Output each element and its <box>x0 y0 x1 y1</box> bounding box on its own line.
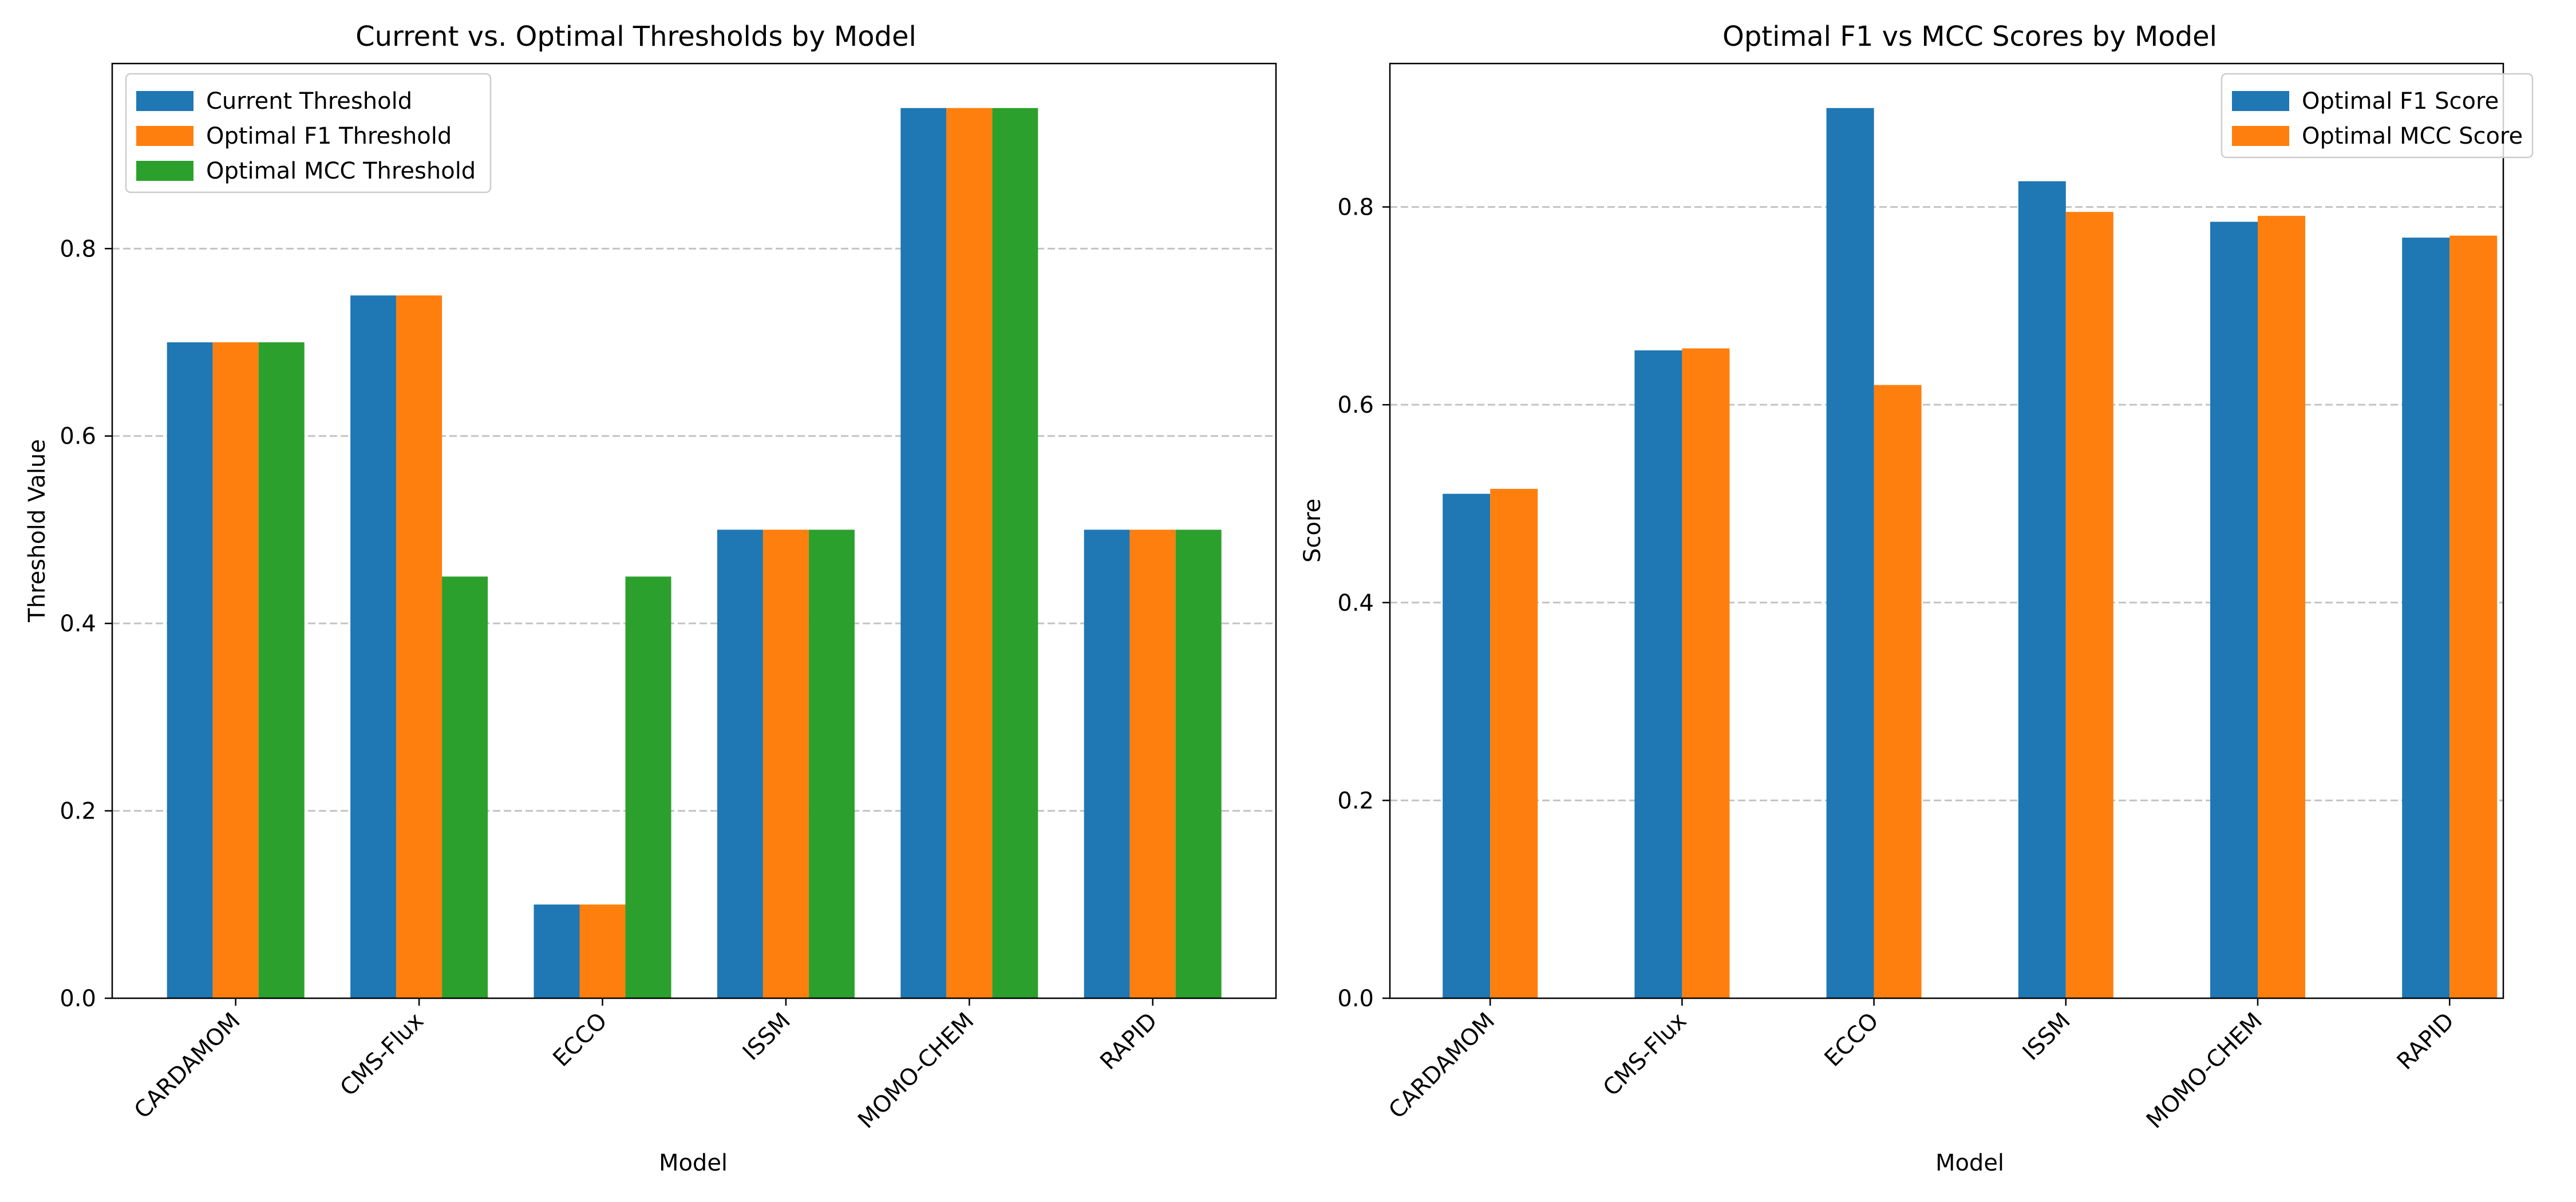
score-chart-legend-swatch-optimal-mcc-score <box>2232 126 2289 146</box>
score-chart-bar-rapid-optimal-mcc-score <box>2449 235 2498 999</box>
score-chart-bar-cms-flux-optimal-mcc-score <box>1682 348 1730 998</box>
threshold-chart-bar-ecco-optimal-mcc-threshold <box>625 576 671 998</box>
score-chart-x-axis-label: Model <box>1935 1150 2004 1176</box>
score-chart-bar-ecco-optimal-f1-score <box>1826 108 1874 998</box>
threshold-chart-bar-issm-optimal-f1-threshold <box>762 529 809 998</box>
score-chart-bar-rapid-optimal-f1-score <box>2402 238 2450 998</box>
threshold-chart-bar-rapid-current-threshold <box>1084 529 1130 998</box>
threshold-chart-bar-rapid-optimal-f1-threshold <box>1129 529 1176 998</box>
threshold-chart-legend-box <box>125 73 492 193</box>
threshold-chart-bar-issm-optimal-mcc-threshold <box>808 529 855 998</box>
threshold-chart-bar-momo-chem-current-threshold <box>900 108 947 998</box>
threshold-chart-bar-cardamom-optimal-f1-threshold <box>212 342 259 998</box>
score-chart-plot-frame <box>1389 62 2504 999</box>
threshold-chart-title: Current vs. Optimal Thresholds by Model <box>355 21 916 53</box>
threshold-chart-bar-cardamom-optimal-mcc-threshold <box>258 342 305 998</box>
threshold-chart-bars <box>167 108 1222 999</box>
score-chart-gridlines <box>1390 206 2503 801</box>
threshold-chart-bar-cms-flux-optimal-mcc-threshold <box>442 576 488 998</box>
score-chart-bar-ecco-optimal-mcc-score <box>1874 385 1922 998</box>
threshold-chart-legend-swatch-current-threshold <box>136 91 193 111</box>
threshold-chart-legend: Current Threshold Optimal F1 Threshold Opt… <box>125 73 492 193</box>
score-chart-y-tick-label-0-2: 0.2 <box>1337 788 1374 814</box>
score-chart-legend-label-optimal-f1-score: Optimal F1 Score <box>2302 88 2499 114</box>
threshold-chart-legend-label-optimal-f1-threshold: Optimal F1 Threshold <box>206 123 452 149</box>
score-chart-bar-cms-flux-optimal-f1-score <box>1634 350 1682 998</box>
score-chart-y-tick-label-0-0: 0.0 <box>1337 986 1374 1012</box>
threshold-chart-legend-label-current-threshold: Current Threshold <box>206 88 412 114</box>
threshold-chart-bar-cardamom-current-threshold <box>167 342 213 998</box>
threshold-chart-plot-frame <box>111 62 1277 999</box>
score-chart-title: Optimal F1 vs MCC Scores by Model <box>1722 21 2217 53</box>
threshold-chart-x-axis-label: Model <box>659 1150 728 1176</box>
threshold-chart-legend-swatch-optimal-mcc-threshold <box>136 161 193 181</box>
threshold-chart-bar-ecco-current-threshold <box>534 904 580 998</box>
score-chart-legend-swatch-optimal-f1-score <box>2232 91 2289 111</box>
score-chart-bars <box>1443 108 2498 999</box>
score-chart-legend-label-optimal-mcc-score: Optimal MCC Score <box>2302 123 2523 149</box>
score-chart-bar-cardamom-optimal-mcc-score <box>1490 489 1538 998</box>
threshold-chart-bar-ecco-optimal-f1-threshold <box>579 904 626 998</box>
score-chart-bar-momo-chem-optimal-f1-score <box>2210 222 2258 998</box>
threshold-chart-y-tick-label-0-4: 0.4 <box>60 611 96 637</box>
threshold-chart-bar-issm-current-threshold <box>717 529 763 998</box>
threshold-chart-bar-momo-chem-optimal-mcc-threshold <box>992 108 1038 998</box>
score-chart-y-tick-label-0-4: 0.4 <box>1337 590 1374 616</box>
threshold-chart-y-tick-label-0-8: 0.8 <box>60 236 96 262</box>
threshold-chart-y-axis-label: Threshold Value <box>24 439 50 623</box>
threshold-chart-bar-momo-chem-optimal-f1-threshold <box>946 108 993 998</box>
score-chart-y-tick-label-0-6: 0.6 <box>1337 392 1374 418</box>
score-chart-bar-cardamom-optimal-f1-score <box>1443 493 1491 998</box>
score-chart-bar-momo-chem-optimal-mcc-score <box>2258 216 2305 998</box>
threshold-chart-gridlines <box>112 247 1276 812</box>
score-chart-y-tick-label-0-8: 0.8 <box>1337 195 1374 221</box>
threshold-chart: Current vs. Optimal Thresholds by Model … <box>24 21 1277 1176</box>
score-chart-legend: Optimal F1 Score Optimal MCC Score <box>2221 73 2534 159</box>
score-chart-legend-box <box>2221 73 2534 159</box>
score-chart: Optimal F1 vs MCC Scores by Model Model … <box>1299 21 2534 1176</box>
score-chart-bar-issm-optimal-mcc-score <box>2065 212 2113 999</box>
threshold-chart-bar-cms-flux-current-threshold <box>350 295 397 999</box>
threshold-chart-y-tick-label-0-6: 0.6 <box>60 424 96 450</box>
threshold-chart-bar-cms-flux-optimal-f1-threshold <box>396 295 442 999</box>
threshold-chart-legend-swatch-optimal-f1-threshold <box>136 126 193 146</box>
threshold-chart-legend-label-optimal-mcc-threshold: Optimal MCC Threshold <box>206 158 476 184</box>
score-chart-bar-issm-optimal-f1-score <box>2018 181 2066 999</box>
threshold-chart-bar-rapid-optimal-mcc-threshold <box>1175 529 1222 998</box>
score-chart-y-axis-label: Score <box>1299 499 1326 563</box>
threshold-chart-y-tick-label-0-2: 0.2 <box>60 798 96 825</box>
threshold-chart-y-tick-label-0-0: 0.0 <box>60 986 96 1012</box>
